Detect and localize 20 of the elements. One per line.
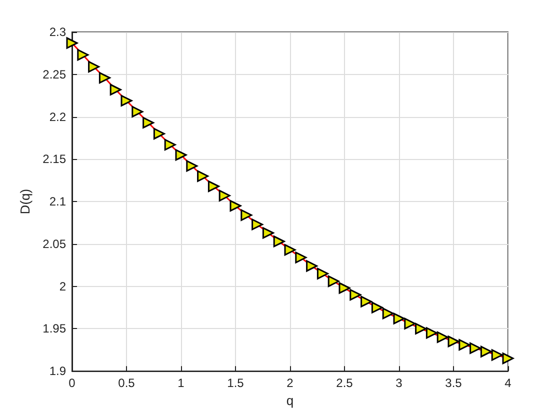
x-tick-label: 0.5 — [118, 376, 136, 390]
x-tick-label: 2 — [286, 376, 294, 390]
x-axis-title: q — [286, 393, 294, 408]
x-tick-label: 3.5 — [445, 376, 462, 390]
y-tick-label: 2.25 — [42, 67, 66, 82]
y-axis-title: D(q) — [18, 188, 33, 214]
x-tick-label: 1 — [178, 376, 185, 390]
x-tick-label: 4 — [504, 376, 512, 390]
y-tick-label: 2.15 — [42, 152, 66, 166]
y-tick-label: 1.95 — [42, 322, 66, 336]
y-tick-label: 2.05 — [42, 236, 66, 251]
x-tick-label: 3 — [396, 376, 403, 390]
y-tick-label: 2.1 — [49, 194, 66, 209]
x-tick-label: 0 — [68, 376, 76, 390]
x-tick-label: 1.5 — [227, 376, 244, 390]
y-tick-label: 2 — [59, 279, 66, 294]
x-tick-label: 2.5 — [336, 376, 354, 390]
y-tick-label: 1.9 — [49, 364, 66, 378]
y-tick-label: 2.3 — [49, 25, 66, 39]
y-tick-label: 2.2 — [49, 110, 66, 124]
